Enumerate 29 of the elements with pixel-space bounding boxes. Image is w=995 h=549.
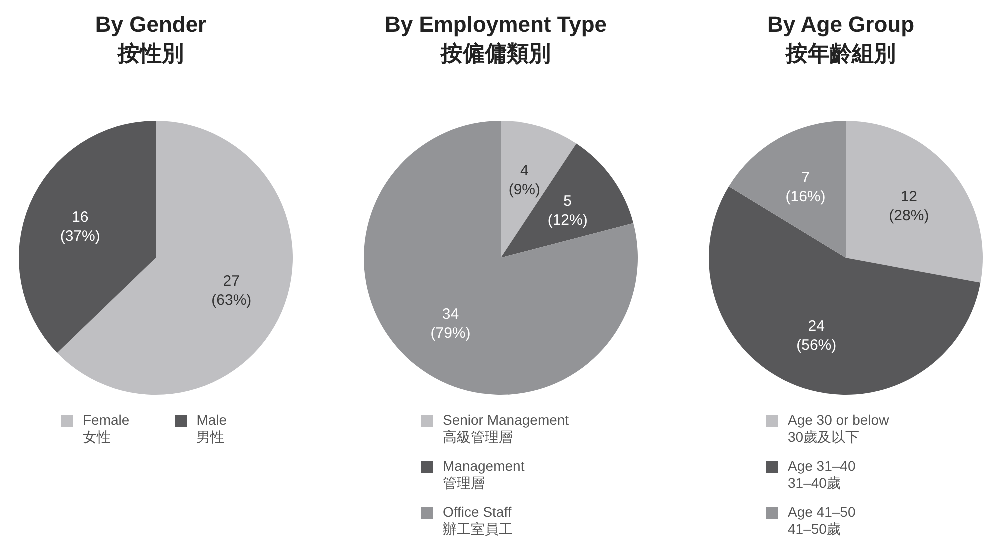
legend-label: Age 31–40 31–40歲 [788,458,856,492]
data-label: 4 (9%) [508,162,541,198]
legend-label: Senior Management 高級管理層 [443,412,570,446]
pie-slice [364,121,638,395]
legend-label: Female 女性 [83,412,130,446]
chart-title: By Employment Type [384,11,608,39]
chart-title: By Gender [94,11,208,39]
legend-label: Age 30 or below 30歲及以下 [788,412,890,446]
legend-label: Male 男性 [196,412,228,446]
data-label: 34 (79%) [430,306,471,342]
pie-slice [846,121,983,283]
chart-title: By Age Group [766,11,916,39]
pie-slice [709,186,981,395]
pie-slice [729,121,846,258]
chart-subtitle: 按年齡組別 [784,40,897,68]
data-label: 24 (56%) [796,318,837,354]
data-label: 5 (12%) [548,193,588,230]
data-label: 12 (28%) [889,188,930,224]
legend-label: Age 41–50 41–50歲 [788,504,856,538]
data-label: 7 (16%) [786,169,826,206]
data-label: 27 (63%) [212,273,252,310]
data-label: 16 (37%) [60,208,100,245]
pie-slice [501,144,634,258]
chart-subtitle: 按僱傭類別 [440,40,552,68]
pie-slice [57,121,293,395]
legend-label: Office Staff 辦工室員工 [443,504,513,538]
pie-slice [19,121,156,354]
legend-label: Management 管理層 [443,458,525,492]
chart-subtitle: 按性別 [116,40,185,68]
